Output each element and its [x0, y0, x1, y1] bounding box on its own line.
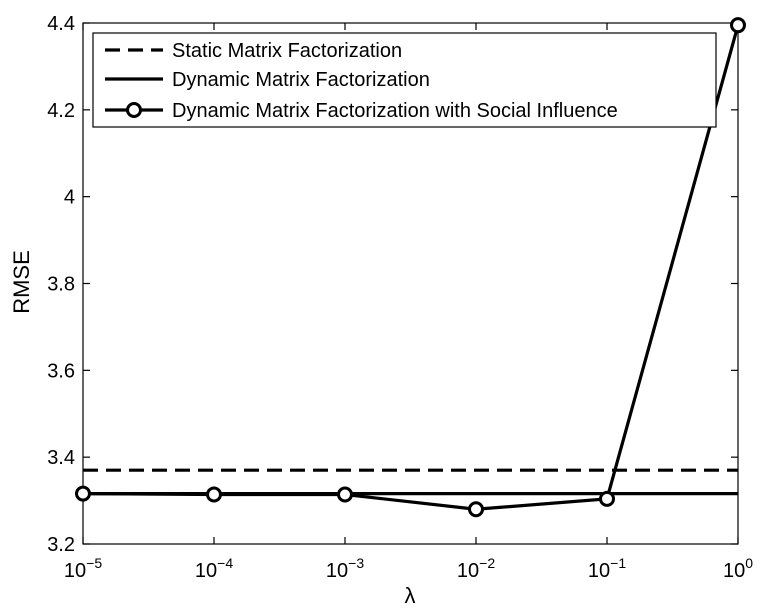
x-tick-base: 10 — [195, 560, 217, 582]
legend-label-1: Static Matrix Factorization — [172, 40, 402, 62]
y-tick-label: 3.4 — [47, 447, 75, 469]
legend-label-3: Dynamic Matrix Factorization with Social… — [172, 100, 618, 122]
x-axis-label: λ — [405, 583, 416, 608]
y-tick-label: 3.8 — [47, 274, 75, 296]
x-tick-exponent: −1 — [610, 555, 626, 571]
y-tick-label: 3.6 — [47, 360, 75, 382]
x-tick-label: 10−1 — [588, 555, 626, 582]
series-3-point — [75, 485, 91, 502]
x-tick-exponent: −3 — [348, 555, 364, 571]
x-axis-ticks: 10−5 10−4 10−3 10−2 10−1 100 — [64, 23, 753, 582]
legend-label-2: Dynamic Matrix Factorization — [172, 69, 430, 91]
x-tick-exponent: −5 — [86, 555, 102, 571]
x-tick-label: 100 — [723, 555, 753, 582]
series-3-point — [730, 17, 746, 34]
x-tick-base: 10 — [64, 560, 86, 582]
x-tick-base: 10 — [326, 560, 348, 582]
legend: Static Matrix Factorization Dynamic Matri… — [92, 32, 717, 128]
x-tick-label: 10−3 — [326, 555, 364, 582]
x-tick-label: 10−4 — [195, 555, 233, 582]
series-3-point — [337, 486, 353, 503]
x-tick-label: 10−5 — [64, 555, 102, 582]
x-tick-exponent: 0 — [745, 555, 753, 571]
x-tick-exponent: −4 — [217, 555, 233, 571]
y-tick-label: 4 — [64, 187, 75, 209]
y-tick-label: 3.2 — [47, 534, 75, 556]
x-tick-base: 10 — [723, 560, 745, 582]
y-tick-label: 4.4 — [47, 13, 75, 35]
series-3-point — [599, 490, 615, 507]
x-tick-base: 10 — [588, 560, 610, 582]
x-tick-exponent: −2 — [479, 555, 495, 571]
series-3-point — [206, 486, 222, 503]
legend-marker-3 — [126, 102, 142, 118]
x-tick-label: 10−2 — [457, 555, 495, 582]
legend-box — [92, 32, 717, 128]
series-layer — [75, 17, 746, 518]
series-line-3 — [82, 24, 740, 511]
series-3-point — [468, 501, 484, 518]
y-tick-label: 4.2 — [47, 100, 75, 122]
x-tick-base: 10 — [457, 560, 479, 582]
y-axis-label: RMSE — [9, 250, 34, 314]
y-axis-ticks: 3.2 3.4 3.6 3.8 4 4.2 4.4 — [47, 13, 738, 556]
